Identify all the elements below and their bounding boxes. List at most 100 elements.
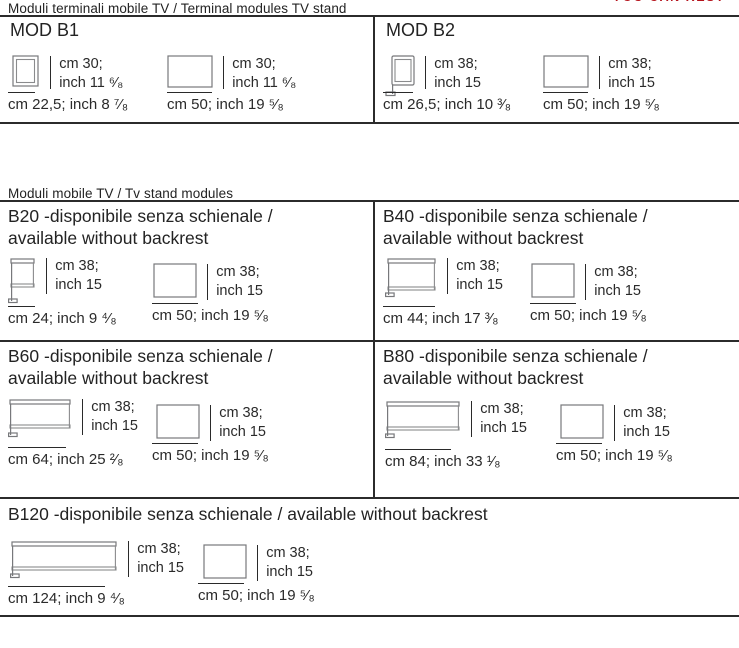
- height-inch: inch 15: [608, 74, 655, 91]
- module-b120-side-profile-icon: [10, 541, 117, 579]
- stand-table-header: Moduli mobile TV / Tv stand modules: [8, 186, 234, 201]
- b80-width-label-1: cm 84; inch 33 ¹⁄₈: [385, 449, 500, 470]
- b120-width-label-2: cm 50; inch 19 ⁵⁄₈: [198, 583, 315, 604]
- mod-b2-width-label-2: cm 50; inch 19 ⁵⁄₈: [543, 92, 660, 113]
- width-dim-line: [530, 303, 576, 304]
- height-dim-line: [128, 541, 130, 577]
- height-dim-line: [585, 264, 587, 300]
- width-dim-line: [167, 92, 212, 93]
- stand-table-bottom-rule: [0, 615, 739, 617]
- height-cm: cm 38;: [216, 264, 260, 280]
- height-dim-line: [210, 405, 212, 441]
- width-dim-line: [198, 583, 244, 584]
- height-dim-line: [257, 545, 259, 581]
- module-top-view-icon: [560, 404, 604, 439]
- mod-b1-title: MOD B1: [10, 20, 80, 40]
- mod-b1-front-item: cm 30; inch 11 ⁶⁄₈: [12, 55, 123, 93]
- b60-title: B60 -disponibile senza schienale / avail…: [8, 346, 273, 389]
- height-dim-line: [614, 405, 616, 441]
- b40-width-label-1: cm 44; inch 17 ³⁄₈: [383, 306, 498, 327]
- stand-table-row-rule-2: [0, 497, 739, 499]
- width-dim-line: [8, 306, 35, 307]
- b40-profile-item: cm 38; inch 15: [385, 257, 503, 301]
- height-cm: cm 30;: [232, 56, 276, 72]
- width-dim-line: [8, 92, 35, 93]
- width-dim-line: [383, 306, 435, 307]
- mod-b1-width-label-2: cm 50; inch 19 ⁵⁄₈: [167, 92, 284, 113]
- height-inch: inch 15: [480, 419, 527, 436]
- module-top-view-icon: [153, 263, 197, 298]
- mod-b2-front-item: cm 38; inch 15: [385, 55, 481, 97]
- height-cm: cm 38;: [219, 405, 263, 421]
- module-top-view-icon: [203, 544, 247, 579]
- b120-title: B120 -disponibile senza schienale / avai…: [8, 504, 488, 524]
- height-inch: inch 15: [55, 276, 102, 293]
- b60-width-label-1: cm 64; inch 25 ²⁄₈: [8, 447, 123, 468]
- b60-width-label-2: cm 50; inch 19 ⁵⁄₈: [152, 443, 269, 464]
- b60-profile-item: cm 38; inch 15: [8, 398, 138, 440]
- height-cm: cm 38;: [266, 545, 310, 561]
- b120-profile-item: cm 38; inch 15: [10, 540, 184, 580]
- mod-b2-top-item: cm 38; inch 15: [543, 55, 655, 93]
- clipped-brand-tagline: YOU CAN REST: [613, 0, 725, 4]
- terminal-table-header: Moduli terminali mobile TV / Terminal mo…: [8, 1, 347, 16]
- height-inch: inch 11 ⁶⁄₈: [59, 74, 124, 91]
- height-cm: cm 38;: [91, 399, 135, 415]
- height-inch: inch 15: [594, 282, 641, 299]
- terminal-table-top-rule: [0, 15, 739, 17]
- width-dim-line: [8, 586, 105, 587]
- stand-table-top-rule: [0, 200, 739, 202]
- b120-width-label-1: cm 124; inch 9 ⁴⁄₈: [8, 586, 125, 607]
- b80-width-label-2: cm 50; inch 19 ⁵⁄₈: [556, 443, 673, 464]
- height-dim-line: [46, 258, 48, 294]
- module-b20-side-profile-icon: [8, 258, 35, 304]
- b40-top-item: cm 38; inch 15: [531, 263, 641, 301]
- module-b80-side-profile-icon: [385, 401, 460, 439]
- b20-top-item: cm 38; inch 15: [153, 263, 263, 301]
- b40-width-label-2: cm 50; inch 19 ⁵⁄₈: [530, 303, 647, 324]
- height-inch: inch 15: [266, 563, 313, 580]
- height-cm: cm 38;: [55, 258, 99, 274]
- stand-table-divider: [373, 200, 375, 497]
- height-inch: inch 15: [434, 74, 481, 91]
- module-top-view-icon: [531, 263, 575, 298]
- height-inch: inch 15: [91, 417, 138, 434]
- height-cm: cm 38;: [434, 56, 478, 72]
- height-cm: cm 38;: [594, 264, 638, 280]
- width-dim-line: [556, 443, 602, 444]
- height-dim-line: [207, 264, 209, 300]
- height-cm: cm 30;: [59, 56, 103, 72]
- width-dim-line: [152, 443, 198, 444]
- height-dim-line: [471, 401, 473, 437]
- stand-table-row-rule-1: [0, 340, 739, 342]
- b80-title: B80 -disponibile senza schienale / avail…: [383, 346, 648, 389]
- b40-title: B40 -disponibile senza schienale / avail…: [383, 206, 648, 249]
- height-dim-line: [50, 56, 52, 89]
- height-cm: cm 38;: [456, 258, 500, 274]
- height-dim-line: [447, 258, 449, 294]
- mod-b1-width-label-1: cm 22,5; inch 8 ⁷⁄₈: [8, 92, 128, 113]
- height-inch: inch 15: [219, 423, 266, 440]
- module-top-view-icon: [167, 55, 213, 88]
- brand-tagline-text: YOU CAN REST: [613, 0, 725, 4]
- mod-b1-top-item: cm 30; inch 11 ⁶⁄₈: [167, 55, 296, 93]
- height-dim-line: [223, 56, 225, 89]
- mod-b2-title: MOD B2: [386, 20, 456, 40]
- height-inch: inch 15: [623, 423, 670, 440]
- b20-profile-item: cm 38; inch 15: [8, 257, 102, 307]
- width-dim-line: [8, 447, 66, 448]
- terminal-table-divider: [373, 15, 375, 124]
- height-cm: cm 38;: [480, 401, 524, 417]
- height-cm: cm 38;: [623, 405, 667, 421]
- mod-b2-width-label-1: cm 26,5; inch 10 ³⁄₈: [383, 92, 511, 113]
- width-dim-line: [383, 92, 413, 93]
- height-dim-line: [82, 399, 84, 435]
- module-b2-front-view-icon: [385, 55, 415, 97]
- module-b40-side-profile-icon: [385, 258, 436, 298]
- height-cm: cm 38;: [608, 56, 652, 72]
- height-inch: inch 15: [137, 559, 184, 576]
- module-top-view-icon: [156, 404, 200, 439]
- width-dim-line: [543, 92, 588, 93]
- module-b60-side-profile-icon: [8, 399, 71, 438]
- b80-top-item: cm 38; inch 15: [560, 404, 670, 442]
